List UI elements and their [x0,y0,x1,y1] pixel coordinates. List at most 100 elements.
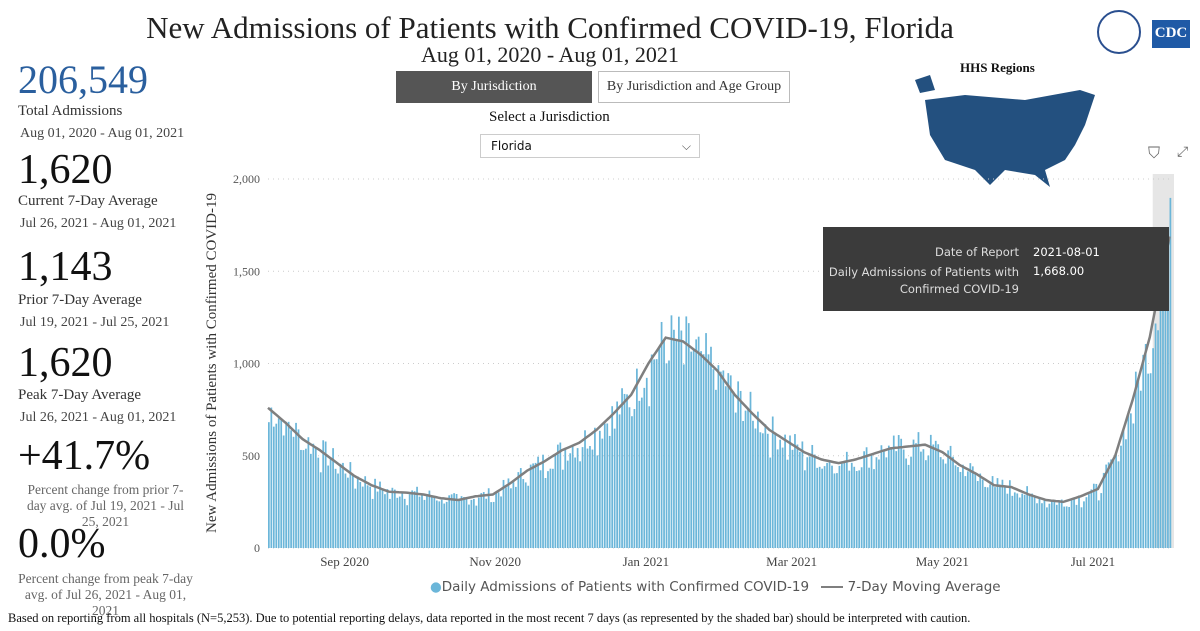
daily-bar [1142,354,1145,548]
daily-bar [791,449,794,548]
daily-bar [838,465,841,548]
daily-bar [934,440,937,548]
daily-bar [1055,504,1058,548]
daily-bar [853,466,856,548]
daily-bar [1164,259,1167,548]
daily-bar [761,433,764,548]
pct-change-prior-value: +41.7% [18,433,151,479]
daily-bar [1001,479,1004,548]
daily-bar [398,496,401,548]
daily-bar [608,435,611,548]
daily-bar [282,435,285,548]
daily-bar [566,460,569,548]
daily-bar [794,434,796,548]
expand-icon[interactable]: ⤢ [1177,145,1189,160]
daily-bar [1070,499,1073,548]
daily-bar [1120,445,1122,548]
daily-bar [440,499,443,548]
peak-avg-value: 1,620 [18,340,113,386]
daily-bar [823,466,826,548]
daily-bar [744,410,747,548]
hhs-regions-map[interactable] [905,75,1105,190]
daily-bar [319,472,322,548]
daily-bar [502,479,505,548]
daily-bar [477,497,480,548]
daily-bar [603,423,606,548]
daily-bar [1134,371,1137,548]
daily-bar [1065,506,1068,548]
prior-avg-value: 1,143 [18,244,113,290]
tab-by-jurisdiction[interactable]: By Jurisdiction [396,71,592,103]
daily-bar [1075,504,1078,548]
filter-icon[interactable]: ⛉ [1148,145,1161,162]
daily-bar [873,469,875,548]
daily-bar [381,489,384,548]
daily-bar [715,389,717,548]
daily-bar [984,486,987,548]
daily-bar [616,401,618,548]
daily-bar [828,460,831,548]
daily-bar [339,463,342,548]
total-admissions-value: 206,549 [18,57,148,102]
x-tick-label: Sep 2020 [320,554,369,569]
daily-bar [332,448,334,548]
daily-bar [418,496,421,548]
daily-bar [598,430,601,548]
daily-bar [971,466,974,548]
total-range: Aug 01, 2020 - Aug 01, 2021 [20,126,185,141]
daily-bar [1038,498,1041,548]
daily-bar [1159,304,1162,548]
tooltip-key-admissions: Daily Admissions of Patients with Confir… [828,265,1019,296]
moving-average-line [267,236,1171,504]
daily-bar [349,462,352,548]
daily-bar [537,456,539,548]
daily-bar [1046,507,1048,548]
daily-bar [996,478,999,548]
daily-bar [981,479,984,548]
daily-bar [1167,276,1169,548]
daily-bar [1073,499,1075,548]
daily-bar [954,465,957,548]
daily-bar [473,498,475,548]
daily-bar [895,451,898,548]
daily-bar [485,498,488,548]
tab-by-jurisdiction-age[interactable]: By Jurisdiction and Age Group [598,71,790,103]
daily-bar [712,369,715,548]
daily-bar [534,462,537,548]
daily-bar [564,449,567,548]
daily-bar [865,447,868,548]
daily-bar [544,478,547,548]
daily-bar [890,447,893,548]
daily-bar [569,453,572,548]
tooltip: Date of Report 2021-08-01 Daily Admissio… [823,227,1169,311]
y-tick-label: 0 [254,541,260,555]
daily-bar [589,446,591,548]
daily-bar [808,456,811,548]
peak-range: Jul 26, 2021 - Aug 01, 2021 [20,410,177,425]
current-avg-value: 1,620 [18,147,113,193]
daily-bar [292,436,295,548]
daily-bar [1152,348,1154,548]
daily-bar [463,497,465,548]
daily-bar [855,471,858,548]
daily-bar [487,488,490,548]
daily-bar [897,435,900,548]
daily-bar [1016,493,1019,548]
daily-bar [739,390,742,548]
daily-bar [964,476,967,548]
daily-bar [552,468,554,548]
x-tick-label: Jan 2021 [623,554,670,569]
daily-bar [354,488,357,548]
daily-bar [571,446,574,548]
daily-bar [1090,489,1093,548]
date-range: Aug 01, 2020 - Aug 01, 2021 [421,42,679,67]
daily-bar [952,456,954,548]
daily-bar [727,373,730,548]
daily-bar [999,486,1001,548]
daily-bar [344,473,347,548]
daily-bar [406,505,409,548]
daily-bar [841,463,843,548]
daily-bar [875,457,878,548]
jurisdiction-select[interactable]: Florida ⌵ [480,134,700,158]
